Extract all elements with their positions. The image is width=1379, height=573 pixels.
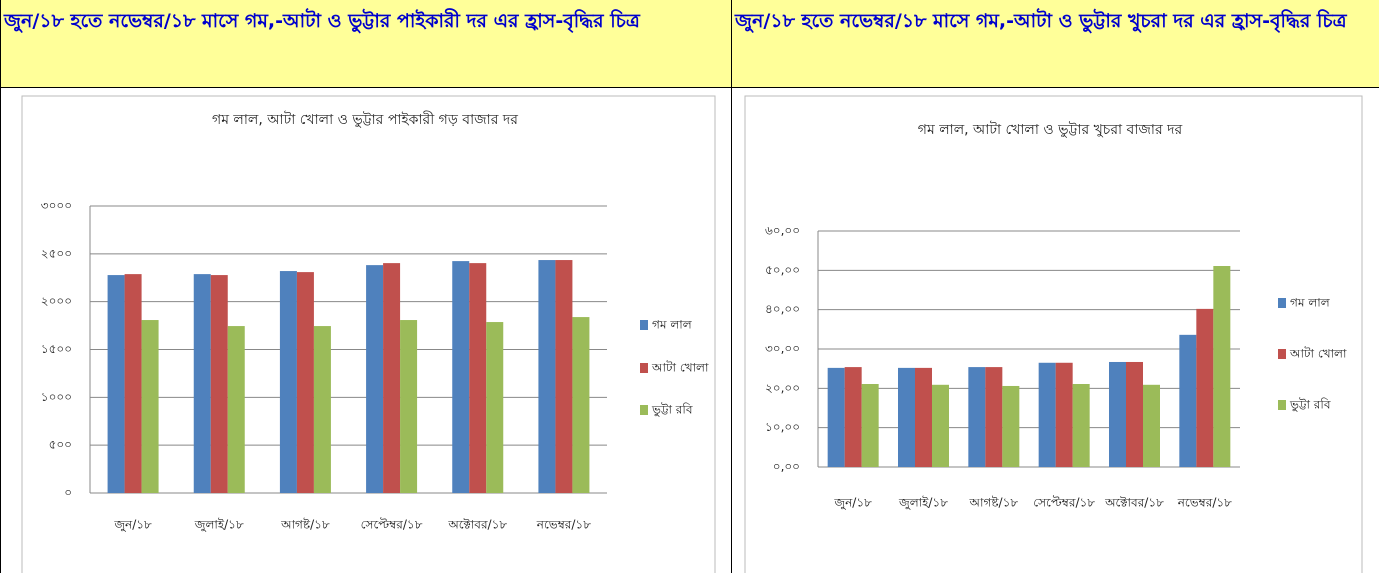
y-tick-label: ১০,০০ bbox=[765, 420, 800, 434]
bar bbox=[193, 274, 211, 493]
bar bbox=[227, 326, 245, 493]
legend-label: গম লাল bbox=[652, 318, 693, 332]
bar bbox=[1038, 362, 1056, 467]
y-tick-label: ৩০০০ bbox=[41, 199, 72, 213]
y-tick-label: ১০০০ bbox=[41, 390, 72, 404]
bar bbox=[1002, 385, 1020, 467]
cell-divider bbox=[731, 0, 732, 573]
y-tick-label: ৫০০ bbox=[49, 438, 72, 452]
header-right: জুন/১৮ হতে নভেম্বর/১৮ মাসে গম,-আটা ও ভুট… bbox=[731, 0, 1379, 88]
x-tick-label: জুলাই/১৮ bbox=[898, 496, 948, 511]
x-tick-label: জুলাই/১৮ bbox=[194, 518, 244, 533]
legend-label: ভুট্টা রবি bbox=[651, 403, 693, 418]
bar bbox=[538, 260, 556, 493]
bar bbox=[1126, 361, 1143, 467]
bar bbox=[968, 367, 986, 467]
bar bbox=[572, 317, 590, 493]
x-tick-label: সেপ্টেম্বর/১৮ bbox=[361, 518, 423, 532]
bar bbox=[1055, 362, 1073, 467]
y-tick-label: ৩০,০০ bbox=[765, 342, 800, 356]
cell-border bbox=[0, 0, 1, 573]
chart-title: গম লাল, আটা খোলা ও ভুট্টার খুচরা বাজার দ… bbox=[918, 121, 1183, 138]
x-tick-label: আগষ্ট/১৮ bbox=[280, 518, 330, 532]
legend-label: গম লাল bbox=[1290, 296, 1331, 310]
bar bbox=[469, 263, 487, 493]
bar bbox=[861, 384, 879, 467]
y-tick-label: ৫০,০০ bbox=[765, 263, 800, 277]
legend-swatch bbox=[1278, 400, 1286, 410]
y-tick-label: ৬০,০০ bbox=[765, 224, 800, 238]
x-tick-label: সেপ্টেম্বর/১৮ bbox=[1033, 496, 1095, 510]
legend-swatch bbox=[640, 320, 648, 330]
legend-swatch bbox=[1278, 349, 1286, 359]
chart-title: গম লাল, আটা খোলা ও ভুট্টার পাইকারী গড় ব… bbox=[212, 111, 518, 128]
bar bbox=[279, 271, 297, 493]
bar bbox=[1109, 361, 1126, 467]
header-left: জুন/১৮ হতে নভেম্বর/১৮ মাসে গম,-আটা ও ভুট… bbox=[0, 0, 731, 88]
x-tick-label: আগষ্ট/১৮ bbox=[968, 496, 1018, 510]
bar bbox=[107, 275, 125, 493]
bar bbox=[452, 261, 470, 493]
bar bbox=[1179, 334, 1197, 467]
bar bbox=[827, 367, 845, 467]
bar bbox=[313, 326, 331, 493]
y-tick-label: ১৫০০ bbox=[41, 342, 72, 356]
bar bbox=[124, 274, 142, 493]
legend-swatch bbox=[640, 363, 648, 373]
bar bbox=[1213, 266, 1231, 467]
bar bbox=[985, 367, 1003, 467]
bar bbox=[555, 260, 573, 493]
y-tick-label: ০ bbox=[64, 486, 72, 500]
x-tick-label: অক্টোবর/১৮ bbox=[447, 518, 507, 532]
chart-frame bbox=[21, 95, 716, 573]
legend-swatch bbox=[1278, 298, 1286, 308]
y-tick-label: ৪০,০০ bbox=[765, 302, 800, 316]
legend-label: আটা খোলা bbox=[651, 361, 709, 375]
y-tick-label: ২০,০০ bbox=[765, 381, 800, 395]
bar bbox=[1143, 384, 1160, 467]
bar bbox=[1072, 384, 1090, 467]
x-tick-label: জুন/১৮ bbox=[113, 518, 152, 533]
x-tick-label: জুন/১৮ bbox=[833, 496, 872, 511]
bar bbox=[898, 367, 915, 467]
bar bbox=[932, 384, 949, 467]
y-tick-label: ০,০০ bbox=[773, 460, 800, 474]
legend-swatch bbox=[640, 405, 648, 415]
y-tick-label: ২০০০ bbox=[41, 294, 72, 308]
y-tick-label: ২৫০০ bbox=[41, 246, 72, 260]
x-tick-label: নভেম্বর/১৮ bbox=[1177, 496, 1232, 510]
bar bbox=[915, 367, 932, 467]
bar bbox=[366, 265, 384, 493]
bar bbox=[383, 263, 401, 493]
bar bbox=[844, 367, 862, 467]
legend-label: ভুট্টা রবি bbox=[1289, 398, 1331, 413]
bar bbox=[210, 275, 228, 493]
bar bbox=[296, 272, 314, 493]
bar bbox=[400, 320, 418, 493]
bar bbox=[486, 322, 504, 493]
chart-frame bbox=[744, 95, 1363, 573]
x-tick-label: অক্টোবর/১৮ bbox=[1104, 496, 1164, 510]
bar bbox=[1196, 308, 1214, 467]
bar bbox=[141, 320, 159, 493]
x-tick-label: নভেম্বর/১৮ bbox=[536, 518, 591, 532]
legend-label: আটা খোলা bbox=[1289, 347, 1347, 361]
